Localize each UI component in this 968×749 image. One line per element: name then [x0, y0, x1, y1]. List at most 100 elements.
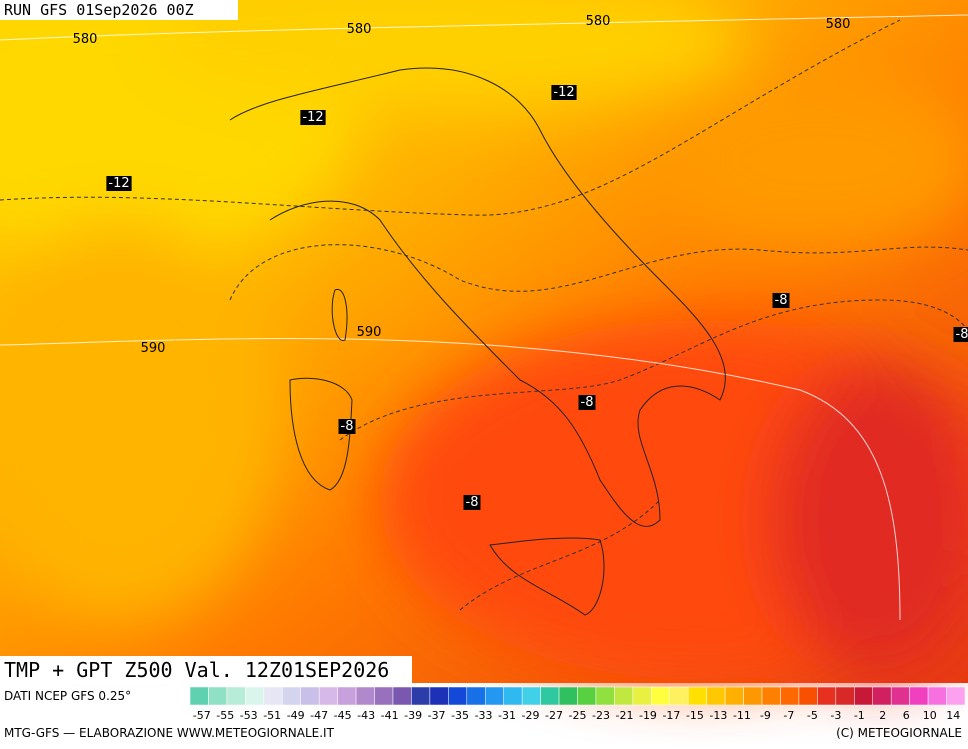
colorbar-label: -49 [287, 709, 305, 722]
colorbar-swatch [743, 686, 763, 706]
colorbar-label: -9 [760, 709, 771, 722]
title-box [0, 656, 412, 684]
colorbar-label: -37 [428, 709, 446, 722]
colorbar-swatch [484, 686, 504, 706]
map-title: TMP + GPT Z500 Val. 12Z01SEP2026 [4, 658, 389, 682]
colorbar-swatch [761, 686, 781, 706]
colorbar-label: -7 [783, 709, 794, 722]
temperature-label-box [953, 327, 968, 342]
colorbar-label: -27 [545, 709, 563, 722]
colorbar-label: -41 [381, 709, 399, 722]
temperature-label: -12 [302, 110, 323, 125]
colorbar-label: -21 [615, 709, 633, 722]
header-box [0, 0, 238, 20]
temperature-label: -8 [775, 293, 788, 308]
colorbar-swatch [503, 686, 523, 706]
colorbar-label: -45 [334, 709, 352, 722]
colorbar-label: -47 [310, 709, 328, 722]
colorbar-label: 14 [946, 709, 960, 722]
colorbar-label: -33 [475, 709, 493, 722]
colorbar-swatch [263, 686, 283, 706]
colorbar-label: 6 [903, 709, 910, 722]
colorbar-label: -13 [709, 709, 727, 722]
colorbar-swatch [835, 686, 855, 706]
colorbar-label: -57 [193, 709, 211, 722]
colorbar-label: -55 [216, 709, 234, 722]
colorbar-label: -31 [498, 709, 516, 722]
colorbar-swatch [392, 686, 412, 706]
temperature-label-box [463, 495, 481, 510]
temperature-label-box [300, 110, 326, 125]
colorbar-swatch [798, 686, 818, 706]
source-label: DATI NCEP GFS 0.25° [4, 689, 131, 703]
credit-right: (C) METEOGIORNALE [836, 726, 962, 740]
colorbar-swatch [909, 686, 929, 706]
colorbar-label: 10 [923, 709, 937, 722]
temperature-label-box [106, 176, 132, 191]
colorbar-label: -29 [522, 709, 540, 722]
colorbar-swatch [872, 686, 892, 706]
colorbar-swatch [946, 686, 966, 706]
colorbar-label: -15 [686, 709, 704, 722]
height-label: 590 [357, 325, 382, 340]
colorbar-swatch [208, 686, 228, 706]
colorbar-swatch [521, 686, 541, 706]
colorbar-swatch [226, 686, 246, 706]
colorbar-label: 2 [879, 709, 886, 722]
colorbar-swatch [540, 686, 560, 706]
colorbar-swatch [780, 686, 800, 706]
colorbar-swatch [355, 686, 375, 706]
colorbar-swatch [632, 686, 652, 706]
height-label: 580 [586, 14, 611, 29]
temperature-label: -12 [108, 176, 129, 191]
colorbar-swatch [448, 686, 468, 706]
colorbar-swatch [337, 686, 357, 706]
colorbar-label: -23 [592, 709, 610, 722]
colorbar-swatch [927, 686, 947, 706]
colorbar-swatch [318, 686, 338, 706]
colorbar-swatch [282, 686, 301, 706]
colorbar-label: -43 [357, 709, 375, 722]
run-label: RUN GFS 01Sep2026 00Z [4, 1, 194, 19]
colorbar-swatch [245, 686, 265, 706]
height-label: 580 [826, 17, 851, 32]
colorbar-label: -5 [807, 709, 818, 722]
colorbar-swatch [687, 686, 707, 706]
colorbar-swatch [724, 686, 744, 706]
temperature-label: -8 [581, 395, 594, 410]
temperature-label-box [772, 293, 790, 308]
colorbar-label: -51 [263, 709, 281, 722]
colorbar-label: -39 [404, 709, 422, 722]
colorbar-swatch [577, 686, 597, 706]
colorbar-label: -53 [240, 709, 258, 722]
colorbar-label: -19 [639, 709, 657, 722]
colorbar-swatch [651, 686, 671, 706]
colorbar-swatch [466, 686, 486, 706]
height-label: 580 [73, 32, 98, 47]
temperature-label: -8 [466, 495, 479, 510]
height-contours [0, 14, 968, 621]
colorbar-swatch [706, 686, 726, 706]
colorbar-label: -3 [830, 709, 841, 722]
colorbar-swatch [669, 686, 689, 706]
colorbar-label: -17 [662, 709, 680, 722]
colorbar-swatch [854, 686, 873, 706]
colorbar-swatch [558, 686, 578, 706]
colorbar-label: -25 [569, 709, 587, 722]
colorbar-swatch [890, 686, 910, 706]
height-label: 580 [347, 22, 372, 37]
colorbar-swatch [300, 686, 320, 706]
isotherms [0, 19, 968, 611]
temperature-label-box [551, 85, 577, 100]
colorbar-swatch [595, 686, 615, 706]
field-shading [0, 0, 968, 680]
coastlines [229, 67, 726, 616]
temperature-label: -8 [956, 327, 968, 342]
colorbar-swatch [411, 686, 431, 706]
colorbar-swatch [817, 686, 837, 706]
colorbar-swatch [429, 686, 449, 706]
colorbar-label: -1 [854, 709, 865, 722]
temperature-label-box [338, 419, 356, 434]
